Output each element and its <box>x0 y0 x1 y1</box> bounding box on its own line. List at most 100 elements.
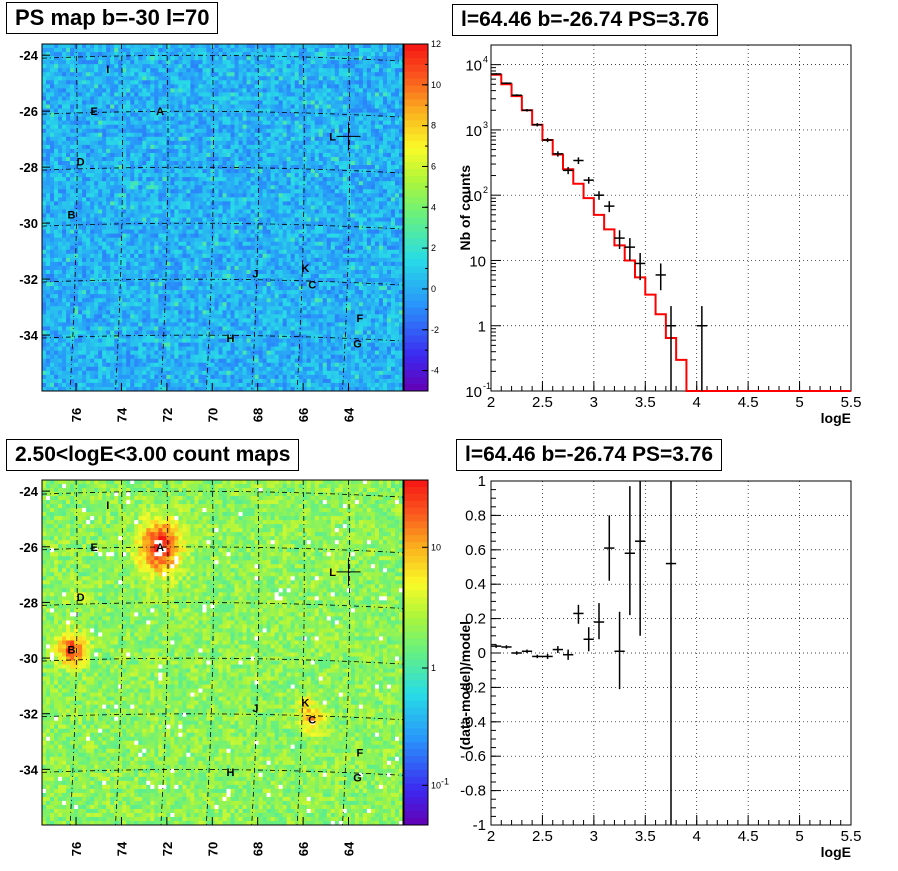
b-tick-label: -30 <box>19 651 38 666</box>
ps-map-title: PS map b=-30 l=70 <box>6 2 218 34</box>
ps-coord-grid <box>42 44 403 391</box>
parallel-line <box>42 167 403 173</box>
source-label: H <box>226 333 234 345</box>
count-colorbar <box>404 480 428 826</box>
y-axis-label: (data-model)/model <box>457 621 473 750</box>
source-label: F <box>356 313 363 325</box>
b-tick-label: -34 <box>19 762 39 777</box>
spectrum-title: l=64.46 b=-26.74 PS=3.76 <box>452 4 718 36</box>
source-label: E <box>91 542 98 554</box>
b-tick-label: -24 <box>19 48 39 63</box>
y-tick-label: -0.4 <box>460 714 486 731</box>
data-point <box>666 306 676 391</box>
colorbar-label: -1 <box>441 776 449 786</box>
x-tick-label: 5.5 <box>841 828 862 845</box>
residual-point <box>584 627 594 651</box>
l-tick-label: 74 <box>114 841 129 856</box>
y-tick-label: 10 <box>465 384 482 401</box>
count-map: -24-26-28-30-32-3476 74 72 70 68 66 64IE ALDBJ K… <box>0 0 898 871</box>
x-tick-label: 4.5 <box>738 828 759 845</box>
y-tick-label: 0.4 <box>465 576 486 593</box>
source-label: I <box>106 64 109 76</box>
meridian-line <box>343 480 350 825</box>
ps-colorbar <box>404 44 428 392</box>
residual-title: l=64.46 b=-26.74 PS=3.76 <box>456 439 722 471</box>
colorbar-frame <box>404 44 428 391</box>
data-point <box>563 167 573 174</box>
count-coord-grid <box>42 480 403 825</box>
meridian-line <box>297 480 304 825</box>
data-point <box>542 138 552 142</box>
l-tick-label: 66 <box>296 842 311 856</box>
parallel-line <box>42 335 403 341</box>
l-tick-label: 72 <box>160 408 175 422</box>
residual-point <box>532 655 542 658</box>
parallel-line <box>42 55 403 61</box>
meridian-line <box>206 480 213 825</box>
source-label: K <box>301 698 309 710</box>
residual-frame <box>491 481 851 825</box>
meridian-line <box>70 44 77 391</box>
b-tick-label: -28 <box>19 595 38 610</box>
residual-chart: 2 2.5 3 3.5 4 4.5 5 5.5-1-0.8-0.6-0.4-0.200.20.… <box>0 0 898 871</box>
source-label: D <box>77 157 85 169</box>
colorbar-label: 10 <box>431 780 441 790</box>
count-map-frame <box>42 480 403 825</box>
source-label: K <box>301 263 309 275</box>
data-point <box>532 123 542 126</box>
y-tick-exponent: -1 <box>483 381 491 391</box>
residual-point <box>614 612 624 689</box>
ps-map: -24-26-28-30-32-3476 74 72 70 68 66 64IE ALDBJ K… <box>0 0 898 871</box>
x-tick-label: 5.5 <box>841 394 862 411</box>
source-label: E <box>91 106 98 118</box>
x-tick-label: 3.5 <box>635 394 656 411</box>
meridian-line <box>252 44 259 391</box>
meridian-line <box>70 480 77 825</box>
x-tick-label: 3.5 <box>635 828 656 845</box>
colorbar-label: -4 <box>431 366 439 376</box>
parallel-line <box>42 547 403 553</box>
spectrum-grid <box>491 45 851 391</box>
colorbar-label: 6 <box>431 161 436 171</box>
colorbar-label: 12 <box>431 39 441 49</box>
colorbar-label: 0 <box>431 284 436 294</box>
b-tick-label: -28 <box>19 160 38 175</box>
source-label: D <box>77 592 85 604</box>
colorbar-label: 10 <box>431 80 441 90</box>
b-tick-label: -24 <box>19 484 39 499</box>
residual-point <box>635 481 645 636</box>
residual-point <box>604 515 614 580</box>
source-label: B <box>68 645 76 657</box>
y-tick-label: 10 <box>465 58 482 75</box>
x-tick-label: 2.5 <box>532 828 553 845</box>
colorbar-label: 1 <box>431 663 436 673</box>
x-tick-label: 2 <box>487 394 495 411</box>
source-label: B <box>68 210 76 222</box>
parallel-line <box>42 111 403 117</box>
colorbar-label: 10 <box>431 542 441 552</box>
l-tick-label: 72 <box>160 842 175 856</box>
model-step-line <box>491 75 851 391</box>
colorbar-label: -2 <box>431 325 439 335</box>
residual-point <box>553 646 563 653</box>
data-point <box>614 230 624 249</box>
y-tick-exponent: 3 <box>483 120 488 130</box>
source-label: L <box>329 567 336 579</box>
colorbar-label: 4 <box>431 202 436 212</box>
meridian-line <box>115 480 122 825</box>
meridian-line <box>161 44 168 391</box>
data-point <box>584 177 594 184</box>
parallel-line <box>42 714 403 720</box>
source-label: I <box>106 500 109 512</box>
y-tick-label: -1 <box>473 817 486 834</box>
y-tick-label: 10 <box>465 123 482 140</box>
residual-grid <box>491 481 851 825</box>
data-point <box>573 157 583 164</box>
data-point <box>594 191 604 200</box>
b-tick-label: -32 <box>19 707 38 722</box>
l-tick-label: 68 <box>251 408 266 422</box>
meridian-line <box>115 44 122 391</box>
source-label: C <box>308 280 316 292</box>
y-tick-exponent: 4 <box>483 55 488 65</box>
count-map-pixels <box>42 480 403 825</box>
